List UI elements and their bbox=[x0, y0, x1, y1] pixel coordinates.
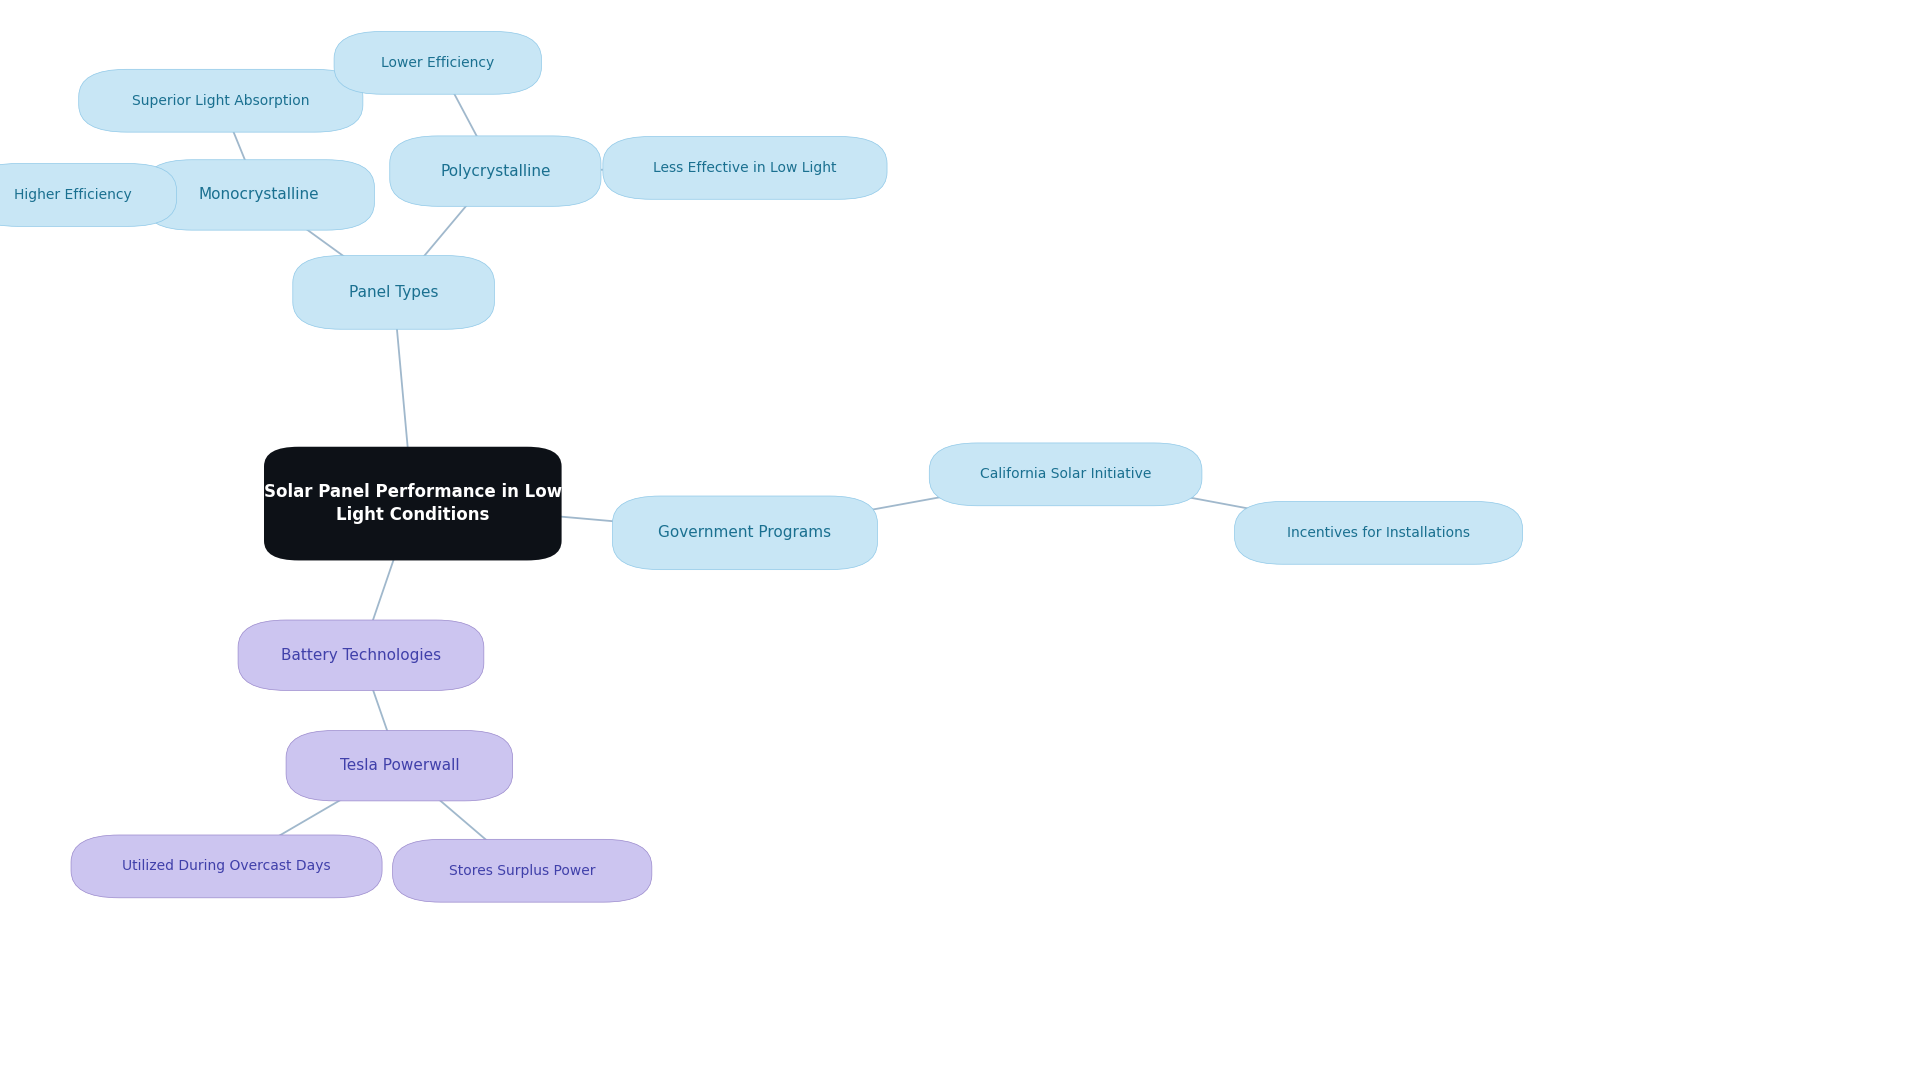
Text: Battery Technologies: Battery Technologies bbox=[280, 648, 442, 663]
FancyBboxPatch shape bbox=[79, 69, 363, 132]
FancyBboxPatch shape bbox=[265, 446, 561, 561]
FancyBboxPatch shape bbox=[929, 443, 1202, 506]
Text: Lower Efficiency: Lower Efficiency bbox=[382, 56, 493, 69]
Text: Solar Panel Performance in Low
Light Conditions: Solar Panel Performance in Low Light Con… bbox=[263, 483, 563, 524]
Text: Tesla Powerwall: Tesla Powerwall bbox=[340, 758, 459, 773]
FancyBboxPatch shape bbox=[612, 496, 877, 570]
FancyBboxPatch shape bbox=[144, 159, 374, 231]
Text: Superior Light Absorption: Superior Light Absorption bbox=[132, 94, 309, 107]
FancyBboxPatch shape bbox=[603, 136, 887, 199]
Text: Utilized During Overcast Days: Utilized During Overcast Days bbox=[123, 860, 330, 873]
FancyBboxPatch shape bbox=[0, 164, 177, 226]
Text: Incentives for Installations: Incentives for Installations bbox=[1286, 526, 1471, 539]
Text: Stores Surplus Power: Stores Surplus Power bbox=[449, 864, 595, 877]
FancyBboxPatch shape bbox=[390, 135, 601, 206]
FancyBboxPatch shape bbox=[238, 619, 484, 691]
FancyBboxPatch shape bbox=[1235, 501, 1523, 564]
Text: Higher Efficiency: Higher Efficiency bbox=[13, 188, 132, 201]
FancyBboxPatch shape bbox=[286, 731, 513, 801]
FancyBboxPatch shape bbox=[71, 835, 382, 898]
Text: Government Programs: Government Programs bbox=[659, 525, 831, 540]
FancyBboxPatch shape bbox=[292, 256, 495, 329]
FancyBboxPatch shape bbox=[394, 839, 653, 902]
Text: Monocrystalline: Monocrystalline bbox=[200, 187, 319, 203]
Text: Less Effective in Low Light: Less Effective in Low Light bbox=[653, 161, 837, 174]
Text: Panel Types: Panel Types bbox=[349, 285, 438, 300]
Text: California Solar Initiative: California Solar Initiative bbox=[979, 468, 1152, 481]
FancyBboxPatch shape bbox=[334, 31, 541, 94]
Text: Polycrystalline: Polycrystalline bbox=[440, 164, 551, 179]
